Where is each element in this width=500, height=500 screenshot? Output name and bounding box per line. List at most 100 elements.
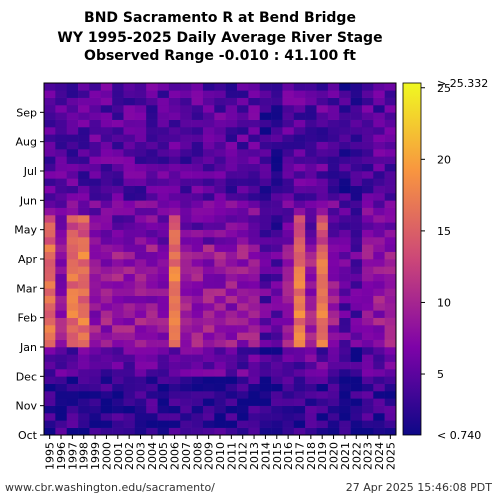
heatmap-cell [271,251,283,260]
heatmap-cell [123,332,136,340]
heatmap-cell [123,229,136,238]
x-tick-label: 2003 [135,442,148,470]
heatmap-cell [44,141,56,150]
heatmap-cell [339,303,351,311]
heatmap-cell [248,244,261,252]
heatmap-cell [214,325,226,333]
heatmap-cell [44,369,56,377]
heatmap-cell [191,281,204,289]
heatmap-cell [327,405,340,414]
heatmap-cell [112,361,124,370]
heatmap-cell [134,141,147,150]
heatmap-cell [225,244,238,252]
heatmap-cell [327,127,340,135]
heatmap-cell [316,134,329,142]
heatmap-cell [66,376,79,384]
heatmap-cell [259,383,272,392]
heatmap-cell [271,413,283,421]
heatmap-cell [168,303,181,311]
heatmap-cell [89,420,102,428]
heatmap-cell [44,134,56,142]
x-tick-label: 1998 [78,442,91,470]
heatmap-cell [100,127,113,135]
heatmap-cell [157,339,170,348]
heatmap-cell [112,347,124,355]
heatmap-cell [259,185,272,194]
heatmap-cell [305,178,317,186]
heatmap-cell [66,207,79,216]
x-tick-label: 2025 [384,442,397,470]
heatmap-cell [350,413,363,421]
heatmap-cell [373,112,385,120]
heatmap-cell [112,193,124,201]
heatmap-cell [168,369,181,377]
heatmap-cell [271,420,283,428]
heatmap-cell [384,325,397,333]
heatmap-cell [316,266,329,274]
heatmap-cell [293,178,306,186]
heatmap-cell [282,207,295,216]
heatmap-cell [373,317,385,326]
heatmap-cell [361,383,374,392]
heatmap-cell [112,222,124,230]
heatmap-cell [305,112,317,120]
heatmap-cell [100,317,113,326]
heatmap-cell [373,163,385,172]
heatmap-cell [100,215,113,223]
heatmap-cell [214,427,226,436]
heatmap-cell [134,237,147,245]
y-tick-label: May [14,224,37,237]
heatmap-cell [373,207,385,216]
heatmap-cell [100,222,113,230]
heatmap-cell [316,229,329,238]
heatmap-cell [271,427,283,436]
heatmap-cell [191,413,204,421]
heatmap-cell [66,156,79,164]
heatmap-cell [316,376,329,384]
heatmap-cell [282,149,295,157]
heatmap-cell [66,420,79,428]
heatmap-cell [225,215,238,223]
heatmap-cell [339,325,351,333]
heatmap-cell [146,207,158,216]
heatmap-cell [384,391,397,399]
heatmap-cell [373,295,385,304]
heatmap-cell [293,112,306,120]
heatmap-cell [339,405,351,414]
heatmap-cell [123,134,136,142]
heatmap-cell [293,171,306,179]
heatmap-cell [339,105,351,113]
x-tick-label: 2008 [191,442,204,470]
heatmap-cell [89,207,102,216]
heatmap-cell [180,251,192,260]
heatmap-cell [100,259,113,267]
heatmap-cell [248,391,261,399]
heatmap-cell [112,215,124,223]
heatmap-cell [259,281,272,289]
heatmap-cell [157,420,170,428]
heatmap-cell [248,251,261,260]
heatmap-cell [225,383,238,392]
heatmap-cell [168,354,181,362]
heatmap-cell [157,149,170,157]
heatmap-cell [214,347,226,355]
heatmap-cell [384,427,397,436]
heatmap-cell [168,119,181,128]
heatmap-cell [214,97,226,106]
heatmap-cell [146,222,158,230]
heatmap-cell [237,215,249,223]
heatmap-cell [66,105,79,113]
heatmap-cell [327,237,340,245]
heatmap-cell [157,325,170,333]
heatmap-cell [282,134,295,142]
heatmap-cell [237,354,249,362]
heatmap-cell [112,339,124,348]
heatmap-cell [202,332,215,340]
heatmap-cell [248,119,261,128]
heatmap-cell [134,134,147,142]
heatmap-cell [373,332,385,340]
heatmap-cell [191,244,204,252]
heatmap-cell [44,427,56,436]
heatmap-cell [316,339,329,348]
heatmap-cell [373,259,385,267]
